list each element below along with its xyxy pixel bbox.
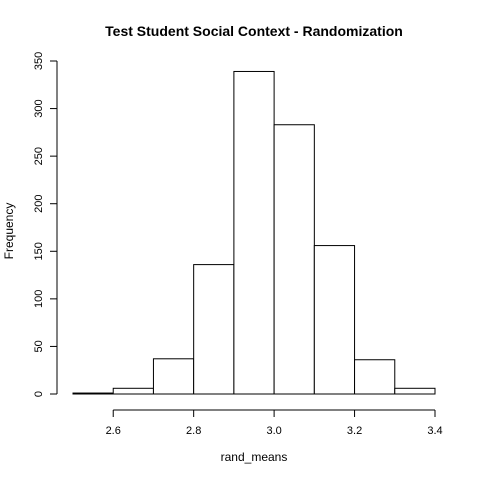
histogram-bar-2 [112, 387, 154, 395]
histogram-bar-9 [394, 387, 436, 395]
x-tick-label: 3.0 [266, 425, 281, 437]
histogram-bar-4 [193, 264, 235, 395]
histogram-bars [72, 70, 436, 395]
x-axis: 2.6 2.8 3.0 3.2 3.4 [106, 409, 443, 437]
y-tick-label: 200 [33, 195, 45, 213]
y-tick-label: 0 [33, 391, 45, 397]
y-axis: 0 50 100 150 200 250 300 350 [33, 52, 58, 397]
x-tick-label: 3.4 [427, 425, 442, 437]
y-tick-label: 350 [33, 52, 45, 70]
y-tick-label: 50 [33, 340, 45, 352]
y-tick-label: 150 [33, 242, 45, 260]
x-axis-label: rand_means [221, 450, 288, 464]
histogram-bar-7 [313, 245, 356, 395]
y-tick-label: 100 [33, 290, 45, 308]
histogram-bar-6 [273, 124, 315, 395]
x-tick-label: 2.8 [186, 425, 201, 437]
x-tick-label: 2.6 [106, 425, 121, 437]
x-tick-label: 3.2 [347, 425, 362, 437]
histogram-bar-3 [152, 358, 195, 395]
y-tick-label: 250 [33, 147, 45, 165]
chart-title: Test Student Social Context - Randomizat… [105, 23, 403, 39]
y-axis-label: Frequency [2, 203, 16, 260]
histogram-bar-5 [233, 70, 275, 395]
histogram-bar-8 [354, 359, 396, 395]
histogram-bar-1 [72, 392, 114, 395]
y-tick-label: 300 [33, 99, 45, 117]
